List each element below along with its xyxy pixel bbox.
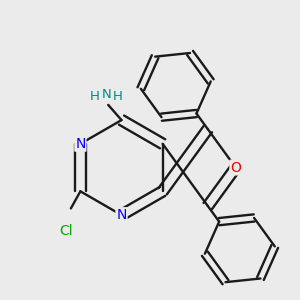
Text: N: N — [116, 208, 127, 222]
Text: H: H — [113, 90, 123, 103]
Text: N: N — [101, 88, 111, 101]
Text: O: O — [230, 160, 241, 175]
Text: N: N — [75, 137, 85, 151]
Text: H: H — [90, 90, 100, 103]
Text: Cl: Cl — [59, 224, 73, 238]
